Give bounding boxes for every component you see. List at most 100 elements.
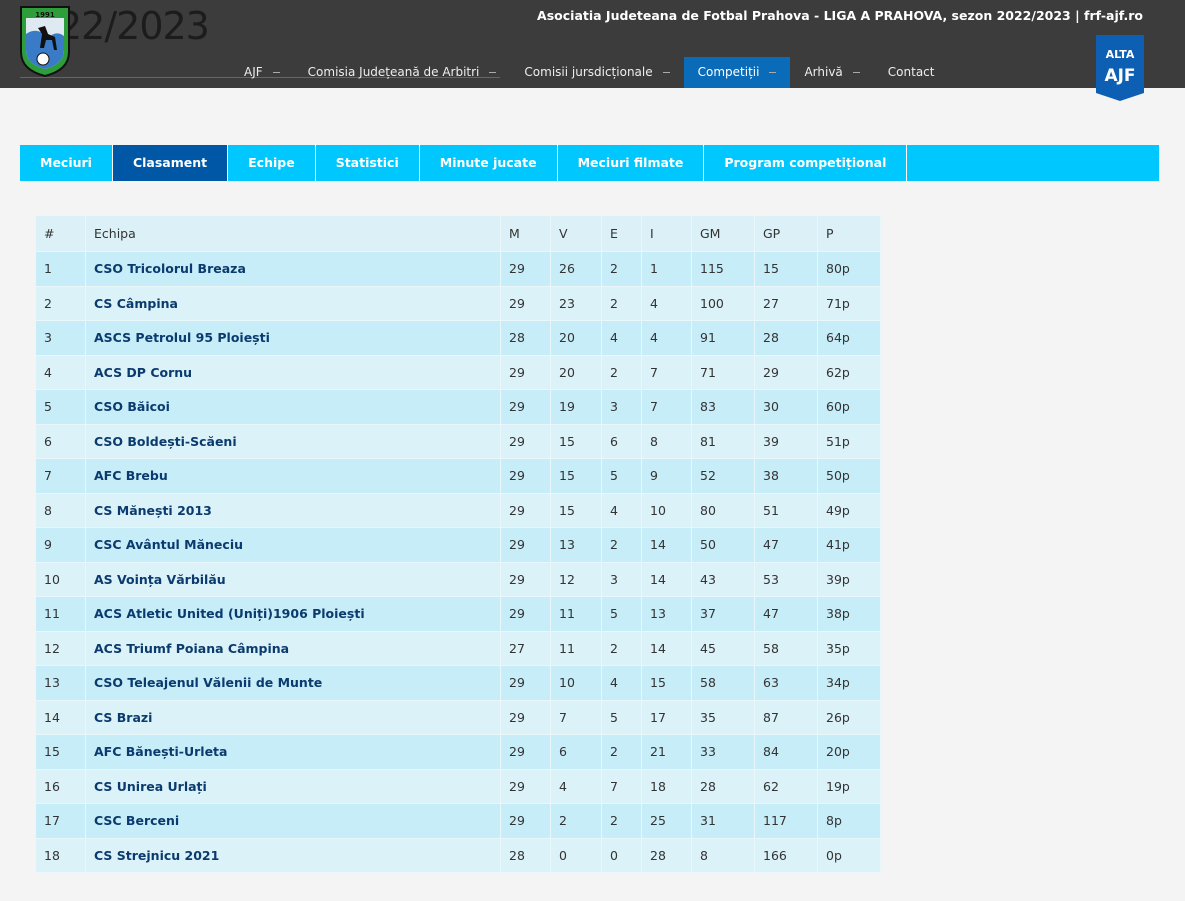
nav-item[interactable]: Contact [874,57,949,88]
table-row: 2 CS Câmpina 29 23 2 4 100 27 71p [35,285,881,321]
table-cell: 29 [500,354,551,390]
table-cell: 15 [641,665,692,701]
team-link[interactable]: ASCS Petrolul 95 Ploiești [85,320,501,356]
table-cell: 17 [641,699,692,735]
column-header: E [601,215,642,252]
team-link[interactable]: AFC Brebu [85,458,501,494]
table-cell: 8 [691,837,755,873]
table-cell: 2 [601,803,642,839]
table-cell: 51p [817,423,881,459]
table-cell: 71p [817,285,881,321]
team-link[interactable]: CS Brazi [85,699,501,735]
table-cell: 1 [35,251,86,287]
table-cell: 23 [550,285,602,321]
table-row: 8 CS Mănești 2013 29 15 4 10 80 51 49p [35,492,881,528]
table-cell: 28 [641,837,692,873]
team-link[interactable]: CS Câmpina [85,285,501,321]
table-cell: 4 [601,320,642,356]
table-cell: 17 [35,803,86,839]
table-cell: 29 [500,285,551,321]
table-cell: 4 [35,354,86,390]
table-cell: 35 [691,699,755,735]
table-cell: 0p [817,837,881,873]
table-cell: 63 [754,665,818,701]
logo-year: 1991 [35,11,55,19]
table-cell: 29 [500,492,551,528]
team-link[interactable]: CSO Băicoi [85,389,501,425]
tab[interactable]: Minute jucate [420,145,558,181]
table-cell: 58 [691,665,755,701]
team-link[interactable]: AS Voința Vărbilău [85,561,501,597]
team-link[interactable]: ACS Atletic United (Uniți)1906 Ploiești [85,596,501,632]
table-cell: 7 [641,354,692,390]
tab[interactable]: Program competițional [704,145,908,181]
team-link[interactable]: CSO Teleajenul Vălenii de Munte [85,665,501,701]
table-cell: 4 [641,285,692,321]
team-link[interactable]: CSC Berceni [85,803,501,839]
team-link[interactable]: CS Unirea Urlați [85,768,501,804]
table-cell: 3 [35,320,86,356]
table-cell: 2 [601,527,642,563]
table-cell: 51 [754,492,818,528]
table-cell: 29 [500,423,551,459]
nav-item[interactable]: Comisii jursdicționale [510,57,683,88]
nav-item[interactable]: Arhivă [790,57,873,88]
table-cell: 11 [35,596,86,632]
nav-item[interactable]: Competiții [683,57,791,88]
table-cell: 14 [641,527,692,563]
nav-label: Contact [887,65,935,79]
team-link[interactable]: CSO Boldești-Scăeni [85,423,501,459]
nav-label: AJF [244,65,263,79]
table-cell: 87 [754,699,818,735]
table-cell: 8 [35,492,86,528]
nav-label: Comisii jursdicționale [524,65,653,79]
table-cell: 2 [601,734,642,770]
logo[interactable]: 1991 [18,4,72,78]
table-cell: 12 [35,630,86,666]
tab[interactable]: Clasament [112,145,229,181]
table-cell: 20 [550,354,602,390]
team-link[interactable]: CSC Avântul Măneciu [85,527,501,563]
badge-line: ALTA [1106,48,1135,61]
team-link[interactable]: CSO Tricolorul Breaza [85,251,501,287]
table-row: 12 ACS Triumf Poiana Câmpina 27 11 2 14 45 58 35… [35,630,881,666]
team-link[interactable]: CS Strejnicu 2021 [85,837,501,873]
table-cell: 6 [550,734,602,770]
column-header: M [500,215,551,252]
table-cell: 50p [817,458,881,494]
table-cell: 60p [817,389,881,425]
column-header: Echipa [85,215,501,252]
nav-item[interactable]: AJF [230,57,294,88]
tab[interactable]: Meciuri [20,145,113,181]
table-cell: 16 [35,768,86,804]
table-cell: 18 [641,768,692,804]
team-link[interactable]: ACS Triumf Poiana Câmpina [85,630,501,666]
table-cell: 20 [550,320,602,356]
table-cell: 14 [35,699,86,735]
tab[interactable]: Meciuri filmate [558,145,705,181]
table-cell: 29 [500,251,551,287]
standings-table: # Echipa M V E I GM GP P 1 CSO Tricolorul Breaza 29… [35,215,881,873]
column-header: # [35,215,86,252]
nav-dropdown-dash [662,72,670,73]
table-cell: 29 [500,561,551,597]
table-cell: 25 [641,803,692,839]
team-link[interactable]: AFC Bănești-Urleta [85,734,501,770]
team-link[interactable]: ACS DP Cornu [85,354,501,390]
tab[interactable]: Statistici [316,145,420,181]
team-link[interactable]: CS Mănești 2013 [85,492,501,528]
table-cell: 5 [601,699,642,735]
table-cell: 15 [35,734,86,770]
alta-ajf-badge[interactable]: ALTA AJF [1096,35,1144,101]
table-cell: 39 [754,423,818,459]
table-cell: 10 [641,492,692,528]
table-cell: 29 [500,734,551,770]
nav-item[interactable]: Comisia Județeană de Arbitri [294,57,511,88]
table-cell: 58 [754,630,818,666]
tab[interactable]: Echipe [228,145,316,181]
table-cell: 8p [817,803,881,839]
table-cell: 37 [691,596,755,632]
table-cell: 1 [641,251,692,287]
table-cell: 19p [817,768,881,804]
table-cell: 3 [601,561,642,597]
